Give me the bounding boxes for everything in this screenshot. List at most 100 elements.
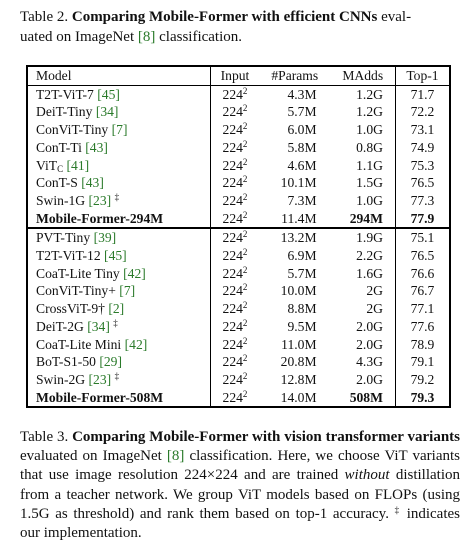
input-cell: 2242 [209,317,259,336]
input-cell: 2242 [209,264,259,283]
params-cell: 20.8M [280,354,317,370]
input-exponent: 2 [242,370,248,381]
table-row: Swin-2G [23] ‡ 2242 12.8M 2.0G 79.2 [25,370,451,389]
input-exponent: 2 [242,174,248,185]
model-cell: Mobile-Former-294M [25,209,211,229]
madds-cell: 1.6G [356,265,383,281]
model-name: CoaT-Lite Mini [36,336,122,352]
citation-link[interactable]: [42] [123,265,146,281]
model-cell: T2T-ViT-12 [45] [25,247,211,265]
input-cell: 2242 [209,156,259,175]
input-value: 224 [222,318,243,334]
model-cell: Swin-2G [23] ‡ [25,370,211,389]
model-name: ConViT-Tiny+ [36,283,116,299]
citation-link[interactable]: [23] [88,192,112,208]
madds-cell: 0.8G [356,139,383,155]
table2-label: Table 2. [20,9,69,25]
table3-caption-emphasis: without [344,467,390,484]
input-value: 224 [222,104,243,120]
model-name: PVT-Tiny [36,230,91,246]
top1-cell: 75.3 [394,156,451,175]
model-name: DeiT-Tiny [36,104,93,120]
table2-citation[interactable]: [8] [137,28,156,45]
model-cell: PVT-Tiny [39] [25,227,211,248]
input-value: 224 [222,248,243,264]
params-cell: 10.1M [280,175,317,191]
input-value: 224 [222,192,243,208]
top1-cell: 79.2 [394,370,451,389]
citation-link[interactable]: [7] [111,122,128,138]
params-cell: 10.0M [280,283,317,299]
double-dagger-symbol: ‡ [113,317,118,328]
input-cell: 2242 [209,191,259,210]
top1-cell: 74.9 [394,138,451,157]
table3-citation[interactable]: [8] [166,448,185,465]
citation-link[interactable]: [42] [124,336,148,352]
madds-cell: 2.0G [356,336,383,352]
model-subscript: C [57,163,64,174]
input-cell: 2242 [209,353,259,371]
params-cell: 11.4M [281,210,317,226]
params-cell: 14.0M [259,388,331,409]
params-cell: 13.2M [259,227,331,248]
citation-link[interactable]: [7] [119,283,136,299]
params-cell: 5.7M [287,265,317,281]
double-dagger-symbol: ‡ [114,191,120,202]
input-cell: 2242 [209,174,259,192]
table-row: T2T-ViT-12 [45] 2242 6.9M 2.2G 76.5 [25,247,451,265]
madds-cell: 2.0G [356,318,383,334]
citation-link[interactable]: [34] [87,318,110,334]
table-header-row: Model Input #Params MAdds Top-1 [25,64,451,86]
table-row: ConT-S [43] 2242 10.1M 1.5G 76.5 [25,174,451,192]
input-value: 224 [222,175,243,191]
input-exponent: 2 [242,335,248,346]
input-exponent: 2 [242,353,248,364]
input-cell: 2242 [209,138,259,157]
table-row: CrossViT-9† [2] 2242 8.8M 2G 77.1 [25,300,451,318]
model-cell: T2T-ViT-7 [45] [25,85,211,104]
top1-cell: 76.5 [394,247,451,265]
header-model: Model [25,64,211,86]
model-cell: CrossViT-9† [2] [25,300,211,318]
model-name: Swin-1G [36,192,86,208]
header-input: Input [209,64,259,86]
citation-link[interactable]: [43] [81,175,104,191]
citation-link[interactable]: [45] [97,86,120,102]
input-value: 224 [222,389,243,405]
citation-link[interactable]: [39] [93,230,117,246]
params-cell: 6.0M [287,122,317,138]
input-value: 224 [222,354,243,370]
madds-cell: 1.2G [356,104,383,120]
params-cell: 9.5M [287,318,317,334]
model-name: ConT-Ti [36,139,82,155]
input-value: 224 [222,283,243,299]
madds-cell: 1.1G [356,157,383,173]
model-name: Mobile-Former-508M [36,389,164,405]
citation-link[interactable]: [43] [85,139,108,155]
madds-cell: 294M [349,210,383,226]
citation-link[interactable]: [29] [99,354,122,370]
table-row: DeiT-2G [34] ‡ 2242 9.5M 2.0G 77.6 [25,317,451,336]
madds-cell: 2G [366,301,383,317]
input-cell: 2242 [209,335,259,354]
citation-link[interactable]: [41] [66,157,90,173]
madds-cell: 2.0G [356,371,383,387]
madds-cell: 1.5G [356,175,383,191]
table-row: ViTC [41] 2242 4.6M 1.1G 75.3 [25,156,451,175]
madds-cell: 1.0G [356,192,383,208]
citation-link[interactable]: [2] [108,301,125,317]
table3-caption-text-2: classification. Here, we choose ViT vari… [20,448,461,484]
header-params: #Params [259,64,331,86]
citation-link[interactable]: [23] [88,371,112,387]
citation-link[interactable]: [45] [104,248,127,264]
citation-link[interactable]: [34] [95,104,119,120]
model-cell: DeiT-2G [34] ‡ [25,317,211,336]
model-name: ConViT-Tiny [36,122,109,138]
top1-cell: 79.1 [394,353,451,371]
table-row: T2T-ViT-7 [45] 2242 4.3M 1.2G 71.7 [25,85,451,104]
input-exponent: 2 [242,388,248,399]
input-exponent: 2 [242,317,248,328]
input-cell: 2242 [209,85,259,104]
input-exponent: 2 [242,264,248,275]
